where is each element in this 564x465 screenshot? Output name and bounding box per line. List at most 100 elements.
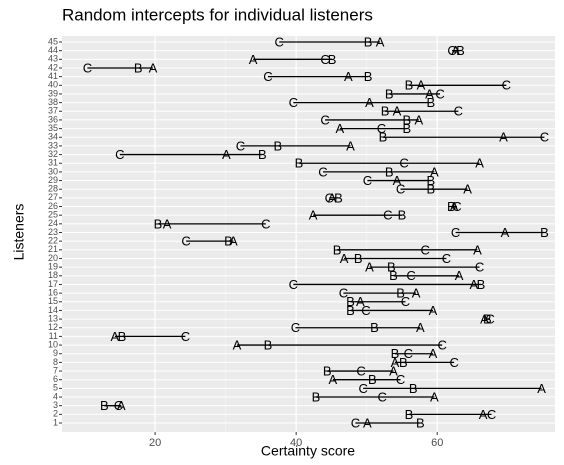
point-letter: A <box>149 60 158 75</box>
point-letter: C <box>442 251 451 266</box>
point-letter: C <box>404 346 413 361</box>
point-letter: B <box>334 190 343 205</box>
point-letter: A <box>111 329 120 344</box>
y-tick-label: 42 <box>48 62 58 72</box>
point-letter: A <box>416 320 425 335</box>
point-letter: A <box>412 286 421 301</box>
point-letter: A <box>233 338 242 353</box>
point-letter: C <box>487 407 496 422</box>
point-letter: A <box>417 78 426 93</box>
point-letter: C <box>115 147 124 162</box>
x-tick-label: 60 <box>431 437 443 449</box>
point-letter: B <box>346 294 355 309</box>
y-tick-label: 21 <box>48 244 58 254</box>
point-letter: C <box>437 338 446 353</box>
y-tick-label: 20 <box>48 253 58 263</box>
point-letter: B <box>381 104 390 119</box>
y-tick-label: 29 <box>48 175 58 185</box>
y-tick-label: 16 <box>48 287 58 297</box>
point-letter: B <box>483 312 492 327</box>
point-letter: B <box>364 69 373 84</box>
point-letter: B <box>385 86 394 101</box>
point-letter: B <box>273 138 282 153</box>
point-letter: A <box>391 355 400 370</box>
y-tick-label: 32 <box>48 149 58 159</box>
y-tick-label: 3 <box>53 400 58 410</box>
point-letter: A <box>393 104 402 119</box>
point-letter: B <box>354 251 363 266</box>
point-letter: A <box>429 346 438 361</box>
point-letter: A <box>475 156 484 171</box>
point-letter: C <box>399 156 408 171</box>
point-letter: A <box>425 86 434 101</box>
y-tick-label: 9 <box>53 348 58 358</box>
point-letter: A <box>365 95 374 110</box>
y-tick-label: 43 <box>48 54 58 64</box>
point-letter: B <box>396 286 405 301</box>
y-tick-label: 15 <box>48 296 58 306</box>
point-letter: C <box>383 208 392 223</box>
point-letter: A <box>328 190 337 205</box>
point-letter: A <box>163 216 172 231</box>
y-tick-label: 45 <box>48 36 58 46</box>
point-letter: C <box>363 173 372 188</box>
point-letter: C <box>291 320 300 335</box>
point-letter: B <box>154 216 163 231</box>
point-letter: C <box>83 60 92 75</box>
point-letter: B <box>447 199 456 214</box>
point-letter: B <box>403 121 412 136</box>
point-letter: B <box>364 34 373 49</box>
point-letter: B <box>385 164 394 179</box>
y-tick-label: 38 <box>48 97 58 107</box>
point-letter: C <box>502 78 511 93</box>
y-tick-label: 27 <box>48 192 58 202</box>
point-letter: C <box>421 242 430 257</box>
point-letter: B <box>398 208 407 223</box>
point-letter: C <box>451 225 460 240</box>
y-tick-label: 35 <box>48 123 58 133</box>
point-letter: B <box>391 346 400 361</box>
point-letter: A <box>356 294 365 309</box>
point-letter: B <box>258 147 267 162</box>
point-letter: A <box>340 251 349 266</box>
point-letter: A <box>229 234 238 249</box>
y-tick-label: 1 <box>53 417 58 427</box>
y-tick-label: 26 <box>48 201 58 211</box>
point-letter: C <box>181 234 190 249</box>
point-letter: C <box>356 363 365 378</box>
point-letter: B <box>427 182 436 197</box>
point-letter: B <box>405 78 414 93</box>
point-letter: A <box>309 208 318 223</box>
point-letter: C <box>378 389 387 404</box>
point-letter: C <box>377 121 386 136</box>
point-letter: A <box>389 363 398 378</box>
y-tick-label: 34 <box>48 132 58 142</box>
point-letter: B <box>328 52 337 67</box>
point-letter: B <box>540 225 549 240</box>
point-letter: A <box>117 398 126 413</box>
point-letter: C <box>114 398 123 413</box>
point-letter: C <box>485 312 494 327</box>
y-tick-label: 19 <box>48 262 58 272</box>
point-letter: A <box>479 407 488 422</box>
y-tick-label: 18 <box>48 270 58 280</box>
y-tick-label: 23 <box>48 227 58 237</box>
point-letter: B <box>100 398 109 413</box>
point-letter: B <box>333 242 342 257</box>
point-letter: A <box>336 121 345 136</box>
y-tick-label: 7 <box>53 365 58 375</box>
y-tick-label: 33 <box>48 140 58 150</box>
point-letter: A <box>430 389 439 404</box>
y-tick-label: 5 <box>53 383 58 393</box>
y-tick-label: 25 <box>48 210 58 220</box>
x-tick-label: 20 <box>149 437 161 449</box>
point-letter: A <box>470 277 479 292</box>
point-letter: C <box>181 329 190 344</box>
y-tick-label: 10 <box>48 339 58 349</box>
y-tick-label: 28 <box>48 184 58 194</box>
point-letter: B <box>134 60 143 75</box>
point-letter: B <box>224 234 233 249</box>
point-letter: C <box>361 303 370 318</box>
point-letter: B <box>456 43 465 58</box>
